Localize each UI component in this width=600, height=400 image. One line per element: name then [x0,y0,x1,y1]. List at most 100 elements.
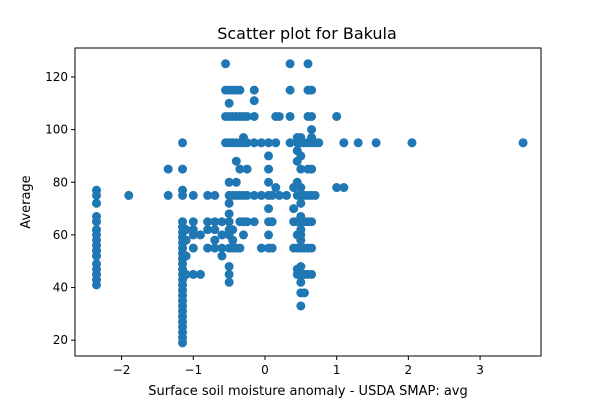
data-point [181,269,191,279]
data-point [235,243,245,253]
data-point [178,185,188,195]
data-point [274,190,284,200]
data-point [296,262,306,271]
data-point [249,217,259,227]
y-tick-label: 60 [53,228,68,242]
data-point [235,85,245,95]
data-point [92,211,102,221]
data-point [264,204,274,214]
data-point [181,225,191,235]
y-tick-label: 120 [45,70,68,84]
data-point [264,138,274,148]
x-tick-label: −1 [184,363,202,377]
y-tick-label: 100 [45,123,68,137]
x-axis-label: Surface soil moisture anomaly - USDA SMA… [148,384,468,399]
data-point [249,111,259,121]
data-point [267,243,277,253]
data-point [231,177,241,187]
data-points [92,59,528,348]
data-point [242,138,252,148]
data-point [124,190,134,200]
data-point [249,85,259,95]
data-point [274,111,284,121]
data-point [203,217,213,227]
data-point [285,59,295,69]
data-point [307,125,317,135]
chart-title: Scatter plot for Bakula [217,24,397,43]
data-point [249,138,259,148]
x-axis-ticks: −2 −1 0 1 2 3 [113,356,484,377]
data-point [296,301,306,311]
x-tick-label: 1 [333,363,341,377]
data-point [296,164,306,174]
data-point [249,190,259,200]
data-point [181,235,191,245]
data-point [224,177,234,187]
data-point [267,217,277,227]
data-point [163,164,173,174]
data-point [188,190,198,200]
data-point [224,262,234,271]
data-point [339,183,349,193]
data-point [307,164,317,174]
data-point [210,217,220,227]
data-point [242,164,252,174]
data-point [203,190,213,200]
data-point [242,217,252,227]
data-point [224,198,234,208]
data-point [163,190,173,200]
data-point [188,217,198,227]
data-point [92,225,102,235]
data-point [210,243,220,253]
data-point [92,259,102,269]
data-point [264,151,274,161]
data-point [307,85,317,95]
data-point [249,96,259,106]
data-point [281,190,291,200]
data-point [285,138,295,148]
y-axis-label: Average [19,175,34,228]
data-point [224,277,234,287]
data-point [285,111,295,121]
data-point [307,111,317,121]
data-point [299,288,309,298]
data-point [296,198,306,208]
data-point [195,230,205,240]
data-point [210,235,220,245]
x-tick-label: −2 [113,363,131,377]
data-point [188,225,198,235]
data-point [339,138,349,148]
data-point [256,243,266,253]
data-point [181,251,191,261]
y-axis-ticks: 20 40 60 80 100 120 [45,70,75,347]
data-point [353,138,363,148]
data-point [407,138,417,148]
data-point [203,225,213,235]
data-point [92,185,102,195]
data-point [217,230,227,240]
data-point [296,151,306,161]
data-point [217,243,227,253]
data-point [307,217,317,227]
data-point [238,230,248,240]
data-point [310,190,320,200]
data-point [296,225,306,235]
data-point [264,177,274,187]
data-point [289,204,299,214]
data-point [235,164,245,174]
data-point [271,138,281,148]
data-point [210,190,220,200]
data-point [188,243,198,253]
data-point [332,111,342,121]
data-point [285,85,295,95]
x-tick-label: 3 [476,363,484,377]
data-point [307,269,317,279]
data-point [296,277,306,287]
y-tick-label: 40 [53,281,68,295]
data-point [242,111,252,121]
data-point [217,251,227,261]
data-point [264,164,274,174]
data-point [92,198,102,208]
data-point [228,235,238,245]
data-point [303,59,313,69]
